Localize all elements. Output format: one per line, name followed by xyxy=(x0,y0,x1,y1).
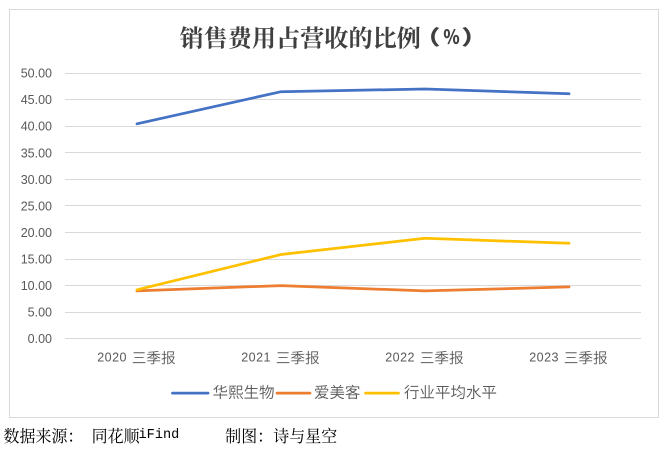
svg-text:2022: 2022 xyxy=(385,351,415,365)
svg-text:35.00: 35.00 xyxy=(21,146,52,160)
svg-text:10.00: 10.00 xyxy=(21,279,52,293)
svg-text:50.00: 50.00 xyxy=(21,67,52,81)
svg-text:2023: 2023 xyxy=(529,351,559,365)
svg-text:0.00: 0.00 xyxy=(28,332,52,346)
svg-text:iFind: iFind xyxy=(139,428,180,443)
svg-text:20.00: 20.00 xyxy=(21,226,52,240)
svg-text:40.00: 40.00 xyxy=(21,120,52,134)
svg-text:15.00: 15.00 xyxy=(21,253,52,267)
svg-text:30.00: 30.00 xyxy=(21,173,52,187)
svg-text:2020: 2020 xyxy=(97,351,127,365)
svg-text:25.00: 25.00 xyxy=(21,199,52,213)
svg-text:5.00: 5.00 xyxy=(28,306,52,320)
svg-text:2021: 2021 xyxy=(241,351,271,365)
svg-text:45.00: 45.00 xyxy=(21,93,52,107)
